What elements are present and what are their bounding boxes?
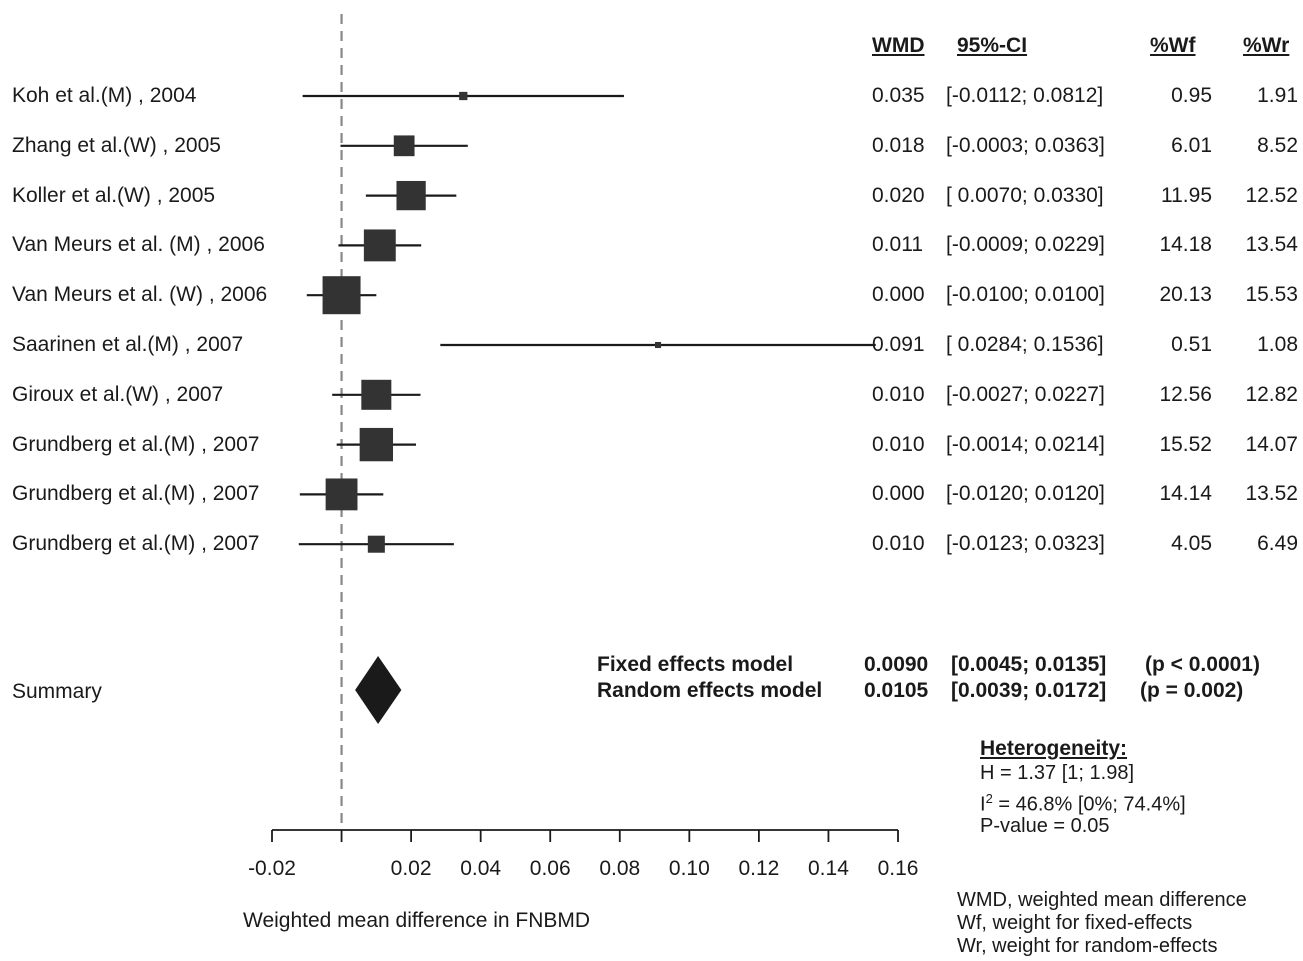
study-wr-9: 6.49 bbox=[1257, 532, 1298, 556]
x-tick-label-9: 0.16 bbox=[878, 857, 919, 880]
study-wf-3: 14.18 bbox=[1159, 233, 1212, 257]
study-wr-1: 8.52 bbox=[1257, 133, 1298, 157]
x-tick-label-7: 0.12 bbox=[738, 857, 779, 880]
footnote-wmd: WMD, weighted mean difference bbox=[957, 889, 1247, 911]
study-marker-8 bbox=[325, 478, 358, 511]
study-wf-9: 4.05 bbox=[1171, 532, 1212, 556]
heterogeneity-i2: I2 = 46.8% [0%; 74.4%] bbox=[980, 788, 1186, 816]
study-wmd-0: 0.035 bbox=[872, 84, 925, 107]
study-ci-1: [-0.0003; 0.0363] bbox=[946, 133, 1105, 157]
study-wmd-1: 0.018 bbox=[872, 133, 925, 157]
summary-diamond bbox=[355, 656, 402, 724]
study-marker-4 bbox=[322, 276, 361, 315]
study-marker-9 bbox=[367, 535, 385, 553]
x-axis-label: Weighted mean difference in FNBMD bbox=[243, 909, 591, 932]
study-marker-5 bbox=[655, 341, 662, 349]
study-wr-7: 14.07 bbox=[1245, 432, 1298, 456]
summary-label: Summary bbox=[12, 680, 102, 703]
study-wr-6: 12.82 bbox=[1245, 382, 1298, 406]
study-ci-5: [ 0.0284; 0.1536] bbox=[946, 333, 1104, 356]
study-label-7: Grundberg et al.(M) , 2007 bbox=[12, 432, 260, 457]
header-ci: 95%-CI bbox=[957, 34, 1028, 57]
heterogeneity-p: P-value = 0.05 bbox=[980, 815, 1110, 837]
i2-prefix: I bbox=[980, 793, 986, 816]
study-ci-3: [-0.0009; 0.0229] bbox=[946, 233, 1105, 257]
fixed-model-p: (p < 0.0001) bbox=[1145, 653, 1260, 676]
heterogeneity-title: Heterogeneity: bbox=[980, 737, 1128, 760]
study-marker-7 bbox=[359, 427, 394, 462]
study-wf-0: 0.95 bbox=[1171, 84, 1212, 107]
x-tick-label-8: 0.14 bbox=[808, 857, 849, 880]
heterogeneity-h: H = 1.37 [1; 1.98] bbox=[980, 762, 1134, 784]
study-label-8: Grundberg et al.(M) , 2007 bbox=[12, 482, 260, 507]
study-ci-0: [-0.0112; 0.0812] bbox=[946, 84, 1104, 107]
random-model-estimate: 0.0105 bbox=[864, 679, 929, 702]
study-wmd-2: 0.020 bbox=[872, 183, 925, 207]
study-label-4: Van Meurs et al. (W) , 2006 bbox=[12, 283, 268, 308]
study-wf-7: 15.52 bbox=[1159, 432, 1212, 456]
study-wr-4: 15.53 bbox=[1245, 283, 1298, 307]
study-ci-2: [ 0.0070; 0.0330] bbox=[946, 183, 1104, 207]
study-wmd-4: 0.000 bbox=[872, 283, 925, 307]
random-model-p: (p = 0.002) bbox=[1140, 679, 1244, 702]
study-marker-0 bbox=[459, 91, 468, 101]
study-wr-3: 13.54 bbox=[1245, 233, 1298, 257]
x-tick-label-5: 0.08 bbox=[599, 857, 640, 880]
footnote-wr: Wr, weight for random-effects bbox=[957, 935, 1218, 957]
x-tick-label-2: 0.02 bbox=[391, 857, 432, 880]
study-label-5: Saarinen et al.(M) , 2007 bbox=[12, 333, 244, 357]
study-wf-6: 12.56 bbox=[1159, 382, 1212, 406]
study-wmd-7: 0.010 bbox=[872, 432, 925, 456]
x-tick-label-0: -0.02 bbox=[248, 857, 296, 880]
study-wr-0: 1.91 bbox=[1257, 84, 1298, 107]
x-tick-label-6: 0.10 bbox=[669, 857, 710, 880]
study-wmd-9: 0.010 bbox=[872, 532, 925, 556]
study-marker-6 bbox=[361, 379, 392, 410]
study-label-9: Grundberg et al.(M) , 2007 bbox=[12, 532, 260, 557]
study-wmd-8: 0.000 bbox=[872, 482, 925, 506]
study-label-0: Koh et al.(M) , 2004 bbox=[12, 84, 197, 108]
study-wmd-6: 0.010 bbox=[872, 382, 925, 406]
study-wr-8: 13.52 bbox=[1245, 482, 1298, 506]
study-label-6: Giroux et al.(W) , 2007 bbox=[12, 382, 224, 407]
i2-superscript: 2 bbox=[985, 791, 993, 806]
study-wmd-3: 0.011 bbox=[872, 233, 923, 257]
study-label-3: Van Meurs et al. (M) , 2006 bbox=[12, 233, 265, 258]
study-marker-2 bbox=[396, 180, 426, 211]
study-wf-2: 11.95 bbox=[1161, 183, 1212, 207]
study-ci-7: [-0.0014; 0.0214] bbox=[946, 432, 1105, 456]
study-wf-8: 14.14 bbox=[1159, 482, 1212, 506]
study-wf-1: 6.01 bbox=[1171, 133, 1212, 157]
i2-rest: = 46.8% [0%; 74.4%] bbox=[992, 793, 1186, 816]
header-wr: %Wr bbox=[1243, 34, 1290, 57]
x-tick-label-4: 0.06 bbox=[530, 857, 571, 880]
header-wf: %Wf bbox=[1150, 34, 1196, 57]
header-wmd: WMD bbox=[872, 34, 925, 57]
study-ci-8: [-0.0120; 0.0120] bbox=[946, 482, 1105, 506]
study-ci-9: [-0.0123; 0.0323] bbox=[946, 532, 1105, 556]
random-model-name: Random effects model bbox=[597, 679, 823, 702]
study-ci-6: [-0.0027; 0.0227] bbox=[946, 382, 1105, 406]
study-wr-5: 1.08 bbox=[1257, 333, 1298, 356]
fixed-model-name: Fixed effects model bbox=[597, 653, 794, 676]
study-wr-2: 12.52 bbox=[1245, 183, 1298, 207]
fixed-model-estimate: 0.0090 bbox=[864, 653, 929, 676]
study-wf-5: 0.51 bbox=[1171, 333, 1212, 356]
study-label-1: Zhang et al.(W) , 2005 bbox=[12, 133, 221, 158]
random-model-ci: [0.0039; 0.0172] bbox=[951, 679, 1107, 702]
study-ci-4: [-0.0100; 0.0100] bbox=[946, 283, 1105, 307]
study-marker-1 bbox=[393, 135, 415, 157]
study-wmd-5: 0.091 bbox=[872, 333, 925, 356]
fixed-model-ci: [0.0045; 0.0135] bbox=[951, 653, 1107, 676]
footnote-wf: Wf, weight for fixed-effects bbox=[957, 912, 1193, 934]
study-marker-3 bbox=[363, 229, 396, 262]
study-label-2: Koller et al.(W) , 2005 bbox=[12, 183, 216, 208]
x-tick-label-3: 0.04 bbox=[460, 857, 501, 880]
study-wf-4: 20.13 bbox=[1159, 283, 1212, 307]
